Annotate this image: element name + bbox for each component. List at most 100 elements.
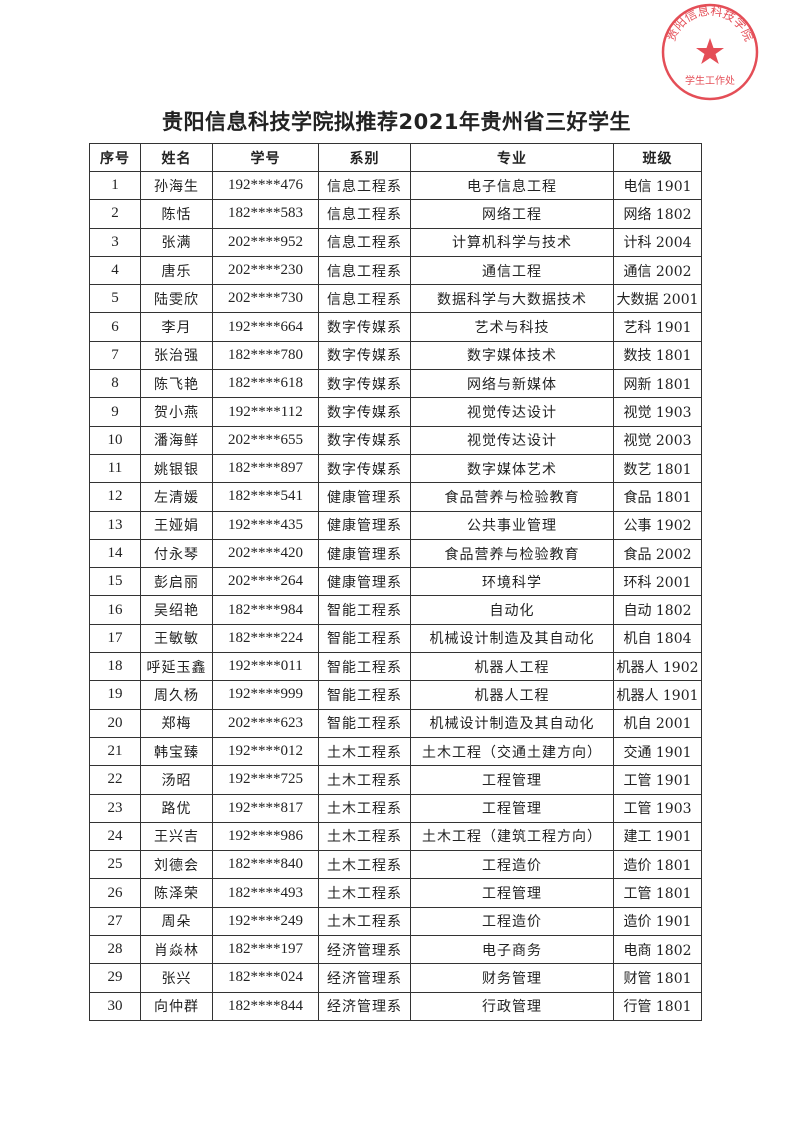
class: 行管 1801 bbox=[613, 991, 702, 1021]
major: 视觉传达设计 bbox=[410, 397, 614, 427]
department: 智能工程系 bbox=[318, 623, 411, 654]
table-row: 25 刘德会 182****840 土木工程系 工程造价 造价 1801 bbox=[89, 850, 702, 880]
student-name: 姚银银 bbox=[140, 453, 213, 484]
row-index: 26 bbox=[89, 878, 141, 908]
class: 工管 1801 bbox=[613, 878, 702, 908]
table-row: 11 姚银银 182****897 数字传媒系 数字媒体艺术 数艺 1801 bbox=[89, 453, 702, 484]
table-row: 2 陈恬 182****583 信息工程系 网络工程 网络 1802 bbox=[89, 199, 702, 229]
major: 数据科学与大数据技术 bbox=[410, 284, 614, 314]
department: 土木工程系 bbox=[318, 878, 411, 908]
student-name: 张兴 bbox=[140, 963, 213, 993]
major: 土木工程（建筑工程方向） bbox=[410, 821, 614, 852]
major: 公共事业管理 bbox=[410, 510, 614, 540]
student-name: 韩宝臻 bbox=[140, 736, 213, 767]
student-name: 向仲群 bbox=[140, 991, 213, 1021]
class: 大数据 2001 bbox=[613, 284, 702, 314]
major: 电子商务 bbox=[410, 935, 614, 965]
student-id: 202****623 bbox=[212, 708, 319, 738]
student-name: 潘海鲜 bbox=[140, 425, 213, 455]
student-id: 182****984 bbox=[212, 595, 319, 625]
seal-outer-text: 贵阳信息科技学院 bbox=[664, 3, 756, 44]
department: 经济管理系 bbox=[318, 963, 411, 993]
student-name: 陈恬 bbox=[140, 199, 213, 229]
student-name: 张治强 bbox=[140, 340, 213, 371]
student-name: 贺小燕 bbox=[140, 397, 213, 427]
major: 环境科学 bbox=[410, 567, 614, 597]
table-row: 17 王敏敏 182****224 智能工程系 机械设计制造及其自动化 机自 1804 bbox=[89, 623, 702, 654]
class: 食品 2002 bbox=[613, 538, 702, 569]
header-major: 专业 bbox=[410, 143, 614, 172]
major: 网络工程 bbox=[410, 199, 614, 229]
class: 机器人 1902 bbox=[613, 652, 702, 682]
class: 机自 2001 bbox=[613, 708, 702, 738]
row-index: 13 bbox=[89, 510, 141, 540]
header-class: 班级 bbox=[613, 143, 702, 172]
table-row: 5 陆雯欣 202****730 信息工程系 数据科学与大数据技术 大数据 2001 bbox=[89, 284, 702, 314]
major: 工程造价 bbox=[410, 906, 614, 937]
student-id: 182****897 bbox=[212, 453, 319, 484]
student-id: 202****264 bbox=[212, 567, 319, 597]
row-index: 4 bbox=[89, 255, 141, 286]
major: 计算机科学与技术 bbox=[410, 227, 614, 257]
student-id: 182****024 bbox=[212, 963, 319, 993]
class: 艺科 1901 bbox=[613, 312, 702, 342]
student-name: 郑梅 bbox=[140, 708, 213, 738]
table-row: 1 孙海生 192****476 信息工程系 电子信息工程 电信 1901 bbox=[89, 170, 702, 201]
student-id: 202****420 bbox=[212, 538, 319, 569]
class: 数艺 1801 bbox=[613, 453, 702, 484]
department: 土木工程系 bbox=[318, 906, 411, 937]
row-index: 17 bbox=[89, 623, 141, 654]
major: 食品营养与检验教育 bbox=[410, 538, 614, 569]
document-title: 贵阳信息科技学院拟推荐2021年贵州省三好学生 bbox=[162, 110, 631, 134]
department: 经济管理系 bbox=[318, 991, 411, 1021]
student-name: 呼延玉鑫 bbox=[140, 652, 213, 682]
class: 造价 1901 bbox=[613, 906, 702, 937]
student-id: 192****476 bbox=[212, 170, 319, 201]
row-index: 23 bbox=[89, 793, 141, 823]
table-row: 16 吴绍艳 182****984 智能工程系 自动化 自动 1802 bbox=[89, 595, 702, 625]
row-index: 14 bbox=[89, 538, 141, 569]
department: 健康管理系 bbox=[318, 567, 411, 597]
row-index: 25 bbox=[89, 850, 141, 880]
class: 视觉 1903 bbox=[613, 397, 702, 427]
student-id: 202****730 bbox=[212, 284, 319, 314]
student-name: 王敏敏 bbox=[140, 623, 213, 654]
department: 土木工程系 bbox=[318, 850, 411, 880]
department: 土木工程系 bbox=[318, 793, 411, 823]
table-header-row: 序号 姓名 学号 系别 专业 班级 bbox=[89, 143, 702, 172]
student-name: 李月 bbox=[140, 312, 213, 342]
row-index: 12 bbox=[89, 482, 141, 512]
department: 土木工程系 bbox=[318, 821, 411, 852]
major: 机械设计制造及其自动化 bbox=[410, 708, 614, 738]
row-index: 3 bbox=[89, 227, 141, 257]
major: 食品营养与检验教育 bbox=[410, 482, 614, 512]
class: 电信 1901 bbox=[613, 170, 702, 201]
student-id: 192****986 bbox=[212, 821, 319, 852]
class: 视觉 2003 bbox=[613, 425, 702, 455]
department: 数字传媒系 bbox=[318, 340, 411, 371]
major: 土木工程（交通土建方向） bbox=[410, 736, 614, 767]
student-id: 192****012 bbox=[212, 736, 319, 767]
class: 自动 1802 bbox=[613, 595, 702, 625]
table-row: 29 张兴 182****024 经济管理系 财务管理 财管 1801 bbox=[89, 963, 702, 993]
row-index: 20 bbox=[89, 708, 141, 738]
table-row: 13 王娅娟 192****435 健康管理系 公共事业管理 公事 1902 bbox=[89, 510, 702, 540]
department: 土木工程系 bbox=[318, 736, 411, 767]
student-name: 张满 bbox=[140, 227, 213, 257]
student-id: 202****655 bbox=[212, 425, 319, 455]
student-id: 182****780 bbox=[212, 340, 319, 371]
department: 信息工程系 bbox=[318, 170, 411, 201]
table-row: 28 肖焱林 182****197 经济管理系 电子商务 电商 1802 bbox=[89, 935, 702, 965]
official-seal: 贵阳信息科技学院 学生工作处 bbox=[661, 3, 759, 101]
student-id: 192****435 bbox=[212, 510, 319, 540]
department: 信息工程系 bbox=[318, 284, 411, 314]
students-table: 序号 姓名 学号 系别 专业 班级 1 孙海生 192****476 信息工程系 电子信… bbox=[89, 143, 702, 1021]
table-row: 3 张满 202****952 信息工程系 计算机科学与技术 计科 2004 bbox=[89, 227, 702, 257]
table-row: 7 张治强 182****780 数字传媒系 数字媒体技术 数技 1801 bbox=[89, 340, 702, 371]
student-name: 肖焱林 bbox=[140, 935, 213, 965]
student-id: 182****541 bbox=[212, 482, 319, 512]
student-id: 202****230 bbox=[212, 255, 319, 286]
department: 信息工程系 bbox=[318, 227, 411, 257]
student-id: 182****618 bbox=[212, 369, 319, 399]
department: 信息工程系 bbox=[318, 199, 411, 229]
